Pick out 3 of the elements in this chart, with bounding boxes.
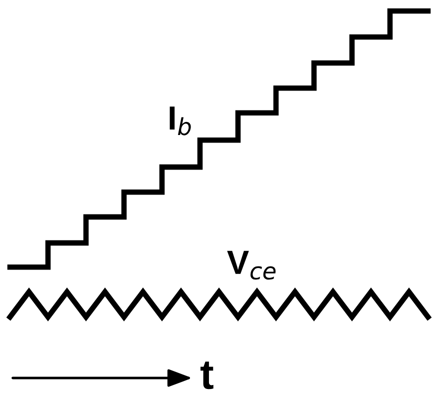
series-label: V$_{ce}$ bbox=[227, 250, 276, 280]
series-label: I$_{b}$ bbox=[170, 106, 191, 136]
x-axis-title: t bbox=[200, 362, 214, 390]
